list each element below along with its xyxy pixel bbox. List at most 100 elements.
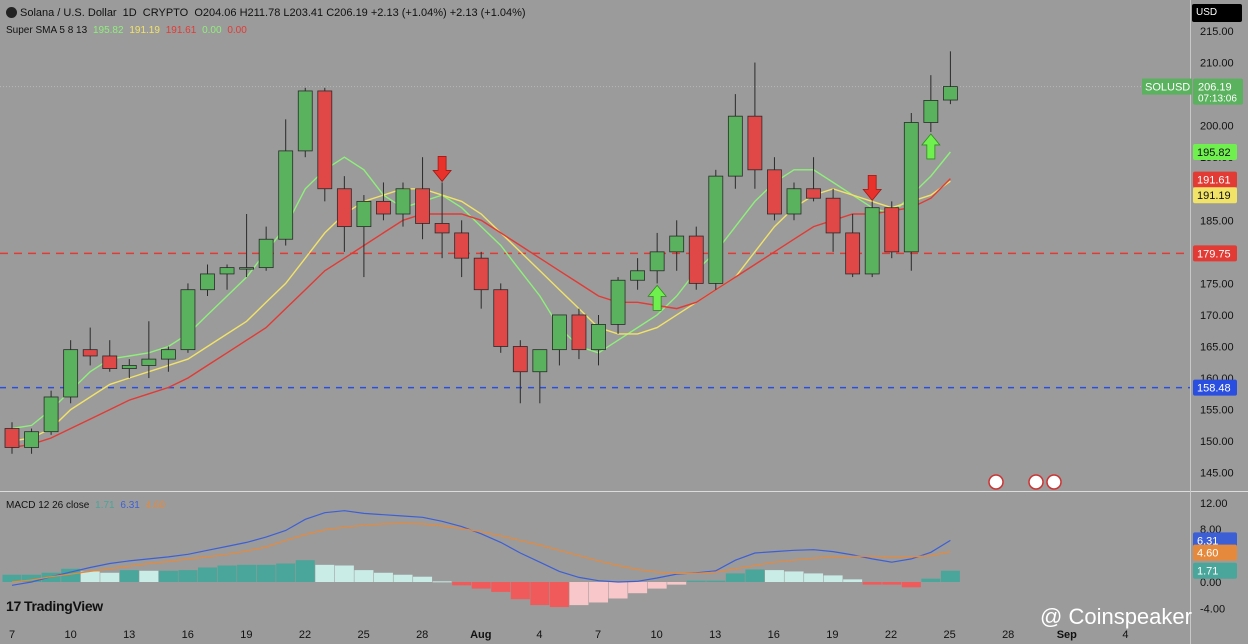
- macd-histogram-bar: [686, 580, 706, 582]
- macd-histogram-bar: [178, 570, 198, 582]
- macd-histogram-bar: [100, 572, 120, 582]
- macd-histogram-bar: [647, 582, 667, 589]
- candle-body: [727, 115, 743, 177]
- countdown-label: 07:13:06: [1198, 94, 1237, 105]
- time-axis-label: 7: [595, 629, 601, 641]
- macd-histogram-bar: [862, 582, 882, 585]
- sma13-price-tag: 191.61: [1197, 175, 1231, 187]
- sma8-price-tag: 191.19: [1197, 190, 1231, 202]
- candle-body: [82, 349, 98, 357]
- candle-body: [630, 270, 645, 281]
- candle-body: [512, 346, 528, 373]
- macd-histogram-bar: [530, 582, 550, 606]
- ohlc-readout: O204.06 H211.78 L203.41 C206.19 +2.13 (+…: [194, 7, 526, 19]
- candle-body: [278, 150, 294, 240]
- macd-axis-label: 12.00: [1200, 498, 1228, 510]
- candle-body: [688, 235, 704, 284]
- macd-histogram-bar: [393, 574, 413, 582]
- candle-body: [864, 207, 880, 275]
- macd-histogram-bar: [198, 567, 217, 582]
- price-axis-label: 155.00: [1200, 405, 1234, 417]
- time-axis-label: 16: [768, 629, 780, 641]
- us-event-flag-icon: [1028, 474, 1044, 490]
- resistance-price-tag-bg: [1193, 245, 1237, 262]
- time-axis-label: 13: [123, 629, 135, 641]
- macd-histogram-bar: [745, 569, 765, 582]
- us-event-flag-icon: [1046, 474, 1062, 490]
- candle-body: [473, 257, 489, 291]
- resistance-price-tag: 179.75: [1197, 248, 1231, 260]
- candle-body: [297, 90, 313, 152]
- candle-body: [24, 431, 39, 448]
- price-axis-label: 150.00: [1200, 436, 1234, 448]
- macd-histogram-bar: [61, 568, 81, 582]
- time-axis-label: 25: [943, 629, 955, 641]
- macd-histogram-bar: [901, 582, 921, 588]
- candle-body: [180, 289, 196, 351]
- candle-body: [63, 349, 79, 398]
- candle-body: [708, 175, 724, 284]
- macd-histogram-bar: [784, 571, 804, 582]
- candle-body: [102, 355, 118, 369]
- sma13-value: 191.61: [165, 25, 197, 36]
- macd-indicator-label[interactable]: MACD 12 26 close: [6, 500, 90, 511]
- candle-body: [493, 289, 509, 347]
- candle-body: [649, 251, 665, 272]
- candle-body: [336, 188, 352, 228]
- macd-histogram-bar: [119, 570, 139, 582]
- symbol-name[interactable]: Solana / U.S. Dollar: [20, 7, 117, 19]
- macd-histogram-bar: [510, 582, 530, 600]
- macd-axis-label: 0.00: [1200, 577, 1221, 589]
- solusd-tag: SOLUSD: [1145, 82, 1190, 94]
- macd-histogram-bar: [882, 582, 902, 585]
- candle-body: [806, 188, 821, 199]
- sell-arrow: [862, 174, 883, 202]
- sma-extra-value-2: 0.00: [227, 25, 247, 36]
- tradingview-logo[interactable]: 17 TradingView: [6, 598, 103, 614]
- price-axis-label: 215.00: [1200, 26, 1234, 38]
- last-price-label: 206.19: [1198, 82, 1232, 94]
- candle-body: [141, 358, 157, 366]
- price-axis-label: 145.00: [1200, 468, 1234, 480]
- time-axis-label: 4: [536, 629, 542, 641]
- macd-signal-tag-bg: [1193, 544, 1237, 561]
- macd-hist-value: 1.71: [95, 500, 115, 511]
- exchange: CRYPTO: [142, 7, 189, 19]
- macd-line-tag: 6.31: [1197, 535, 1218, 547]
- macd-hist-tag-bg: [1193, 562, 1237, 579]
- sma-extra-value-1: 0.00: [202, 25, 222, 36]
- candle-body: [4, 428, 20, 448]
- macd-histogram-bar: [823, 575, 843, 582]
- solusd-tag-bg: [1142, 78, 1192, 95]
- sma-legend: Super SMA 5 8 13 195.82 191.19 191.61 0.…: [6, 25, 250, 36]
- candle-body: [884, 207, 900, 253]
- price-axis-label: 210.00: [1200, 58, 1234, 70]
- sma8-value: 191.19: [129, 25, 160, 36]
- macd-histogram-bar: [921, 578, 941, 582]
- macd-histogram-bar: [334, 565, 354, 582]
- macd-histogram-bar: [373, 572, 393, 582]
- macd-histogram-bar: [295, 560, 315, 582]
- chart-header: Solana / U.S. Dollar 1D CRYPTO O204.06 H…: [6, 7, 529, 19]
- last-price-bg: [1193, 78, 1243, 105]
- time-axis-label: 22: [299, 629, 311, 641]
- time-axis-label: 10: [64, 629, 76, 641]
- support-price-tag: 158.48: [1197, 383, 1231, 395]
- sma-indicator-label[interactable]: Super SMA 5 8 13: [6, 25, 88, 36]
- macd-histogram-bar: [80, 571, 100, 582]
- price-axis-label: 170.00: [1200, 310, 1234, 322]
- interval[interactable]: 1D: [122, 7, 137, 19]
- time-axis-label: 13: [709, 629, 721, 641]
- macd-histogram-bar: [706, 580, 726, 582]
- macd-histogram-bar: [22, 574, 42, 582]
- candle-body: [43, 396, 59, 433]
- currency-button[interactable]: USD: [1192, 4, 1242, 22]
- candle-body: [434, 223, 450, 234]
- candle-body: [415, 188, 430, 224]
- candle-body: [121, 365, 137, 369]
- price-axis-label: 165.00: [1200, 342, 1234, 354]
- candle-body: [943, 86, 958, 101]
- support-price-tag-bg: [1193, 379, 1237, 396]
